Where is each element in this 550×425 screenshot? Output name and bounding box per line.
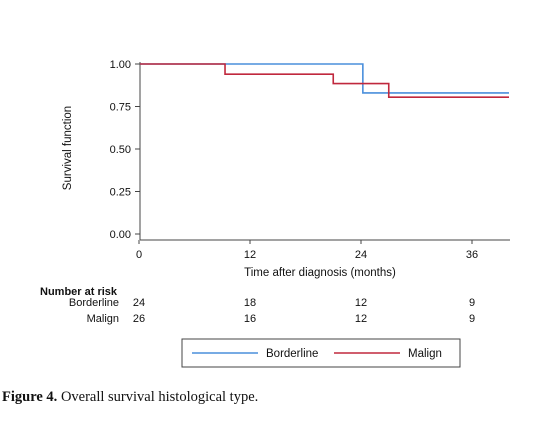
legend: Borderline Malign — [181, 338, 461, 368]
x-axis-title: Time after diagnosis (months) — [244, 267, 396, 279]
legend-label-borderline: Borderline — [266, 348, 318, 360]
y-tick-label: 0.75 — [110, 102, 131, 114]
risk-count: 16 — [244, 313, 256, 325]
x-axis: 0 12 24 36 — [136, 240, 478, 261]
x-tick-label: 12 — [244, 249, 256, 261]
x-tick-label: 36 — [466, 249, 478, 261]
risk-count: 9 — [469, 297, 475, 309]
legend-box — [181, 338, 461, 368]
x-tick-label: 24 — [355, 249, 367, 261]
series-line-borderline — [140, 63, 509, 94]
y-axis: 0.00 0.25 0.50 0.75 1.00 — [110, 59, 140, 241]
plot-area — [140, 63, 509, 98]
risk-table-title: Number at risk — [40, 286, 118, 298]
risk-count: 26 — [133, 313, 145, 325]
y-tick-label: 1.00 — [110, 59, 131, 71]
risk-count: 18 — [244, 297, 256, 309]
figure-caption: Figure 4. Overall survival histological … — [2, 389, 258, 406]
y-axis-title: Survival function — [62, 106, 74, 190]
y-tick-label: 0.00 — [110, 229, 131, 241]
caption-label: Figure 4. — [2, 389, 58, 405]
y-tick-label: 0.25 — [110, 187, 131, 199]
caption-text: Overall survival histological type. — [57, 389, 259, 405]
legend-label-malign: Malign — [408, 348, 442, 360]
risk-table: Number at risk Borderline 24 18 12 9 Malign 26… — [40, 286, 475, 325]
series-line-malign — [140, 63, 509, 98]
risk-row-label-borderline: Borderline — [69, 297, 119, 309]
risk-count: 12 — [355, 313, 367, 325]
risk-row-label-malign: Malign — [87, 313, 119, 325]
y-tick-label: 0.50 — [110, 144, 131, 156]
x-tick-label: 0 — [136, 249, 142, 261]
risk-count: 24 — [133, 297, 145, 309]
risk-count: 9 — [469, 313, 475, 325]
risk-count: 12 — [355, 297, 367, 309]
